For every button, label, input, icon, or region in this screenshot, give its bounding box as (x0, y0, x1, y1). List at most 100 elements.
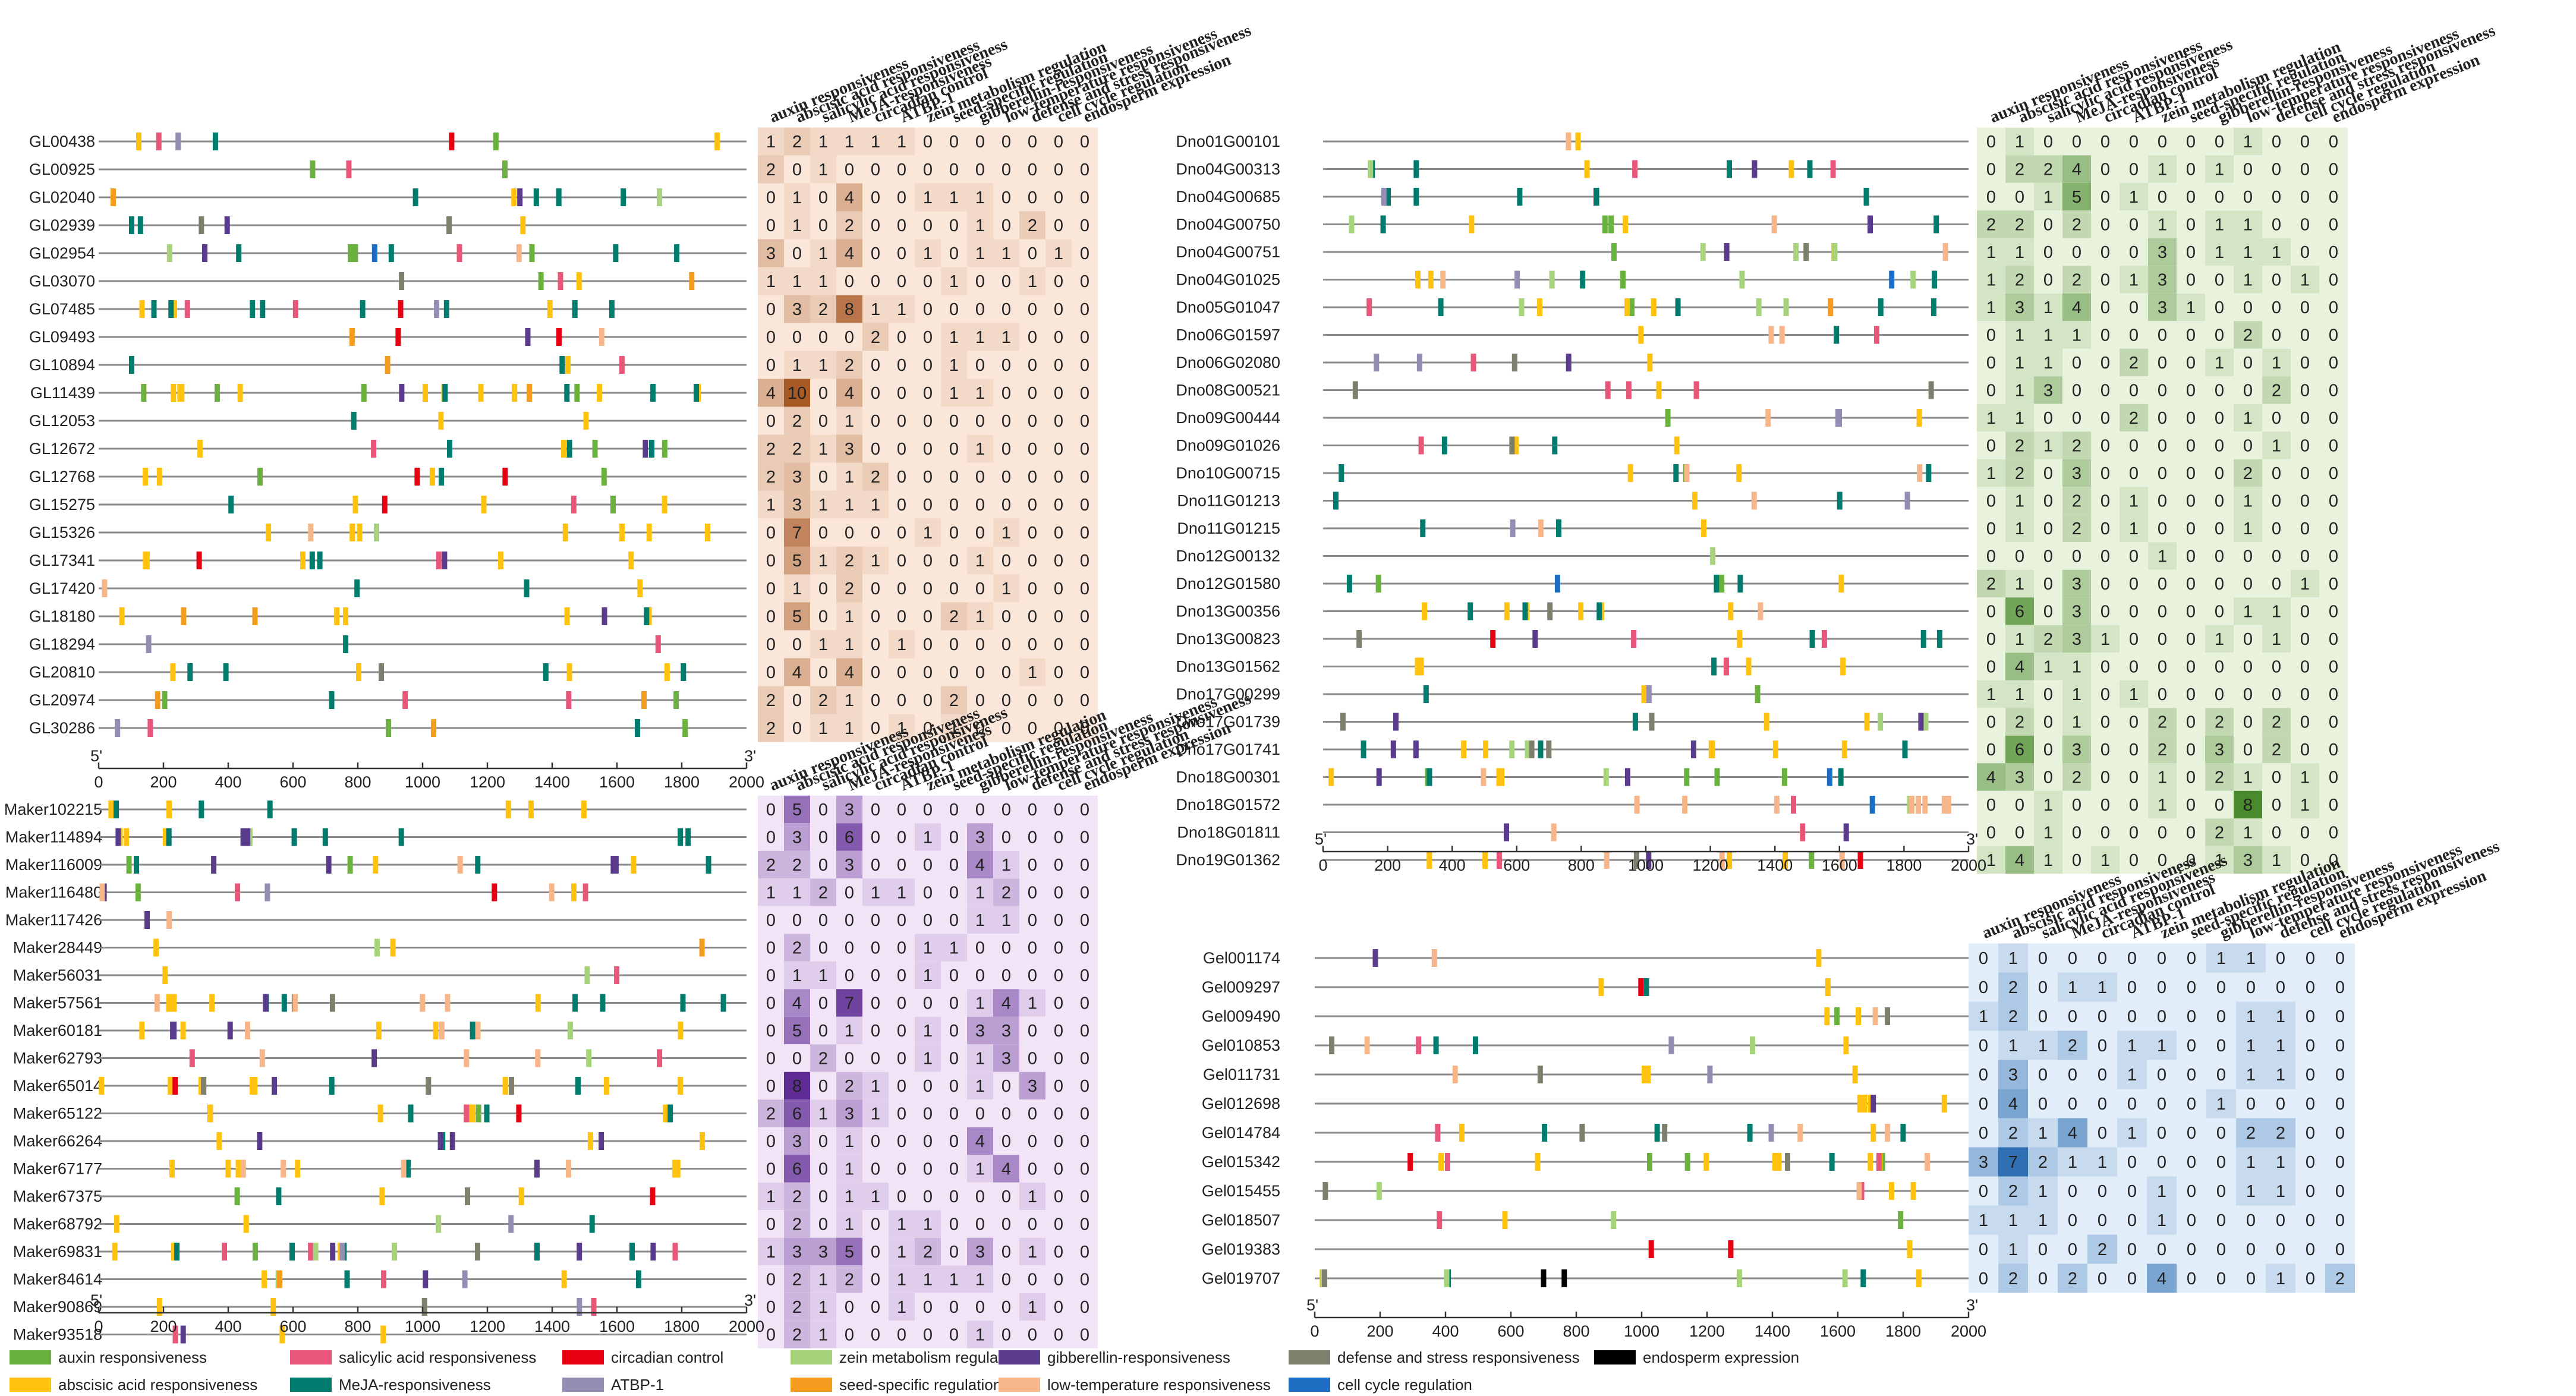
heat-value: 2 (949, 691, 959, 710)
heat-cell (941, 239, 967, 267)
motif-atbp (434, 300, 440, 318)
heat-value: 1 (1028, 1187, 1037, 1206)
heat-value: 1 (2015, 382, 2024, 401)
heat-value: 1 (792, 884, 802, 903)
heat-cell (1019, 323, 1045, 351)
motif-meja (276, 1187, 282, 1205)
heat-value: 0 (2127, 949, 2137, 968)
heat-value: 1 (1986, 685, 1996, 704)
motif-lowtemp (1797, 1124, 1803, 1142)
motif-meja (1596, 602, 1602, 620)
heat-value: 0 (2101, 382, 2110, 401)
gene-name: Dno04G00750 (1176, 216, 1280, 234)
heat-cell (2177, 127, 2205, 156)
heat-value: 0 (2216, 1211, 2226, 1230)
heat-value: 2 (2129, 409, 2139, 428)
heat-cell (941, 155, 967, 184)
motif-salicylic (456, 244, 462, 262)
heat-cell (2205, 321, 2234, 349)
motif-abscisic (119, 607, 125, 625)
motif-lowtemp (1917, 464, 1923, 482)
heat-value: 1 (2243, 133, 2253, 152)
heat-cell (2262, 487, 2291, 515)
heat-cell (836, 183, 862, 212)
heat-cell (836, 850, 862, 879)
heat-value: 1 (818, 244, 828, 263)
motif-defense (509, 1077, 514, 1095)
heat-value: 0 (2243, 575, 2253, 594)
heat-value: 0 (2101, 740, 2110, 760)
heat-cell (967, 934, 993, 962)
heat-cell (2028, 1205, 2058, 1235)
heat-value: 2 (766, 719, 776, 738)
motif-circadian (395, 328, 401, 346)
heat-value: 0 (1054, 440, 1063, 459)
motif-salicylic (1366, 298, 1372, 316)
heat-value: 0 (871, 440, 880, 459)
heat-value: 0 (2101, 547, 2110, 566)
motif-defense (1928, 381, 1934, 399)
heat-value: 0 (1080, 1298, 1089, 1317)
heat-cell (889, 239, 915, 267)
heat-cell (993, 323, 1019, 351)
heat-value: 0 (2101, 658, 2110, 677)
heat-cell (2062, 238, 2091, 266)
heat-value: 4 (845, 663, 854, 682)
motif-lowtemp (475, 1022, 481, 1039)
motif-defense (446, 216, 452, 234)
gene-name: Dno01G00101 (1176, 133, 1280, 150)
heat-value: 1 (871, 1105, 880, 1124)
heat-value: 1 (2038, 1036, 2048, 1055)
heat-cell (2234, 376, 2262, 404)
motif-gibberellin (525, 328, 531, 346)
motif-abscisic (583, 412, 589, 430)
heat-value: 0 (1080, 1160, 1089, 1179)
axis-tick-label: 600 (1497, 1322, 1524, 1340)
heat-cell (758, 1016, 784, 1045)
heat-value: 10 (788, 384, 807, 403)
heat-cell (2087, 1001, 2117, 1031)
heat-value: 0 (1986, 824, 1996, 843)
motif-atbp (1381, 188, 1387, 206)
motif-abscisic (497, 552, 503, 569)
heat-cell (2087, 1118, 2117, 1148)
heat-value: 0 (949, 216, 959, 235)
heat-cell (2206, 1176, 2236, 1206)
axis-tick-label: 1000 (405, 1318, 440, 1335)
motif-atbp (1904, 491, 1910, 510)
heat-cell (2147, 1205, 2177, 1235)
heat-value: 0 (1080, 663, 1089, 682)
heat-value: 0 (845, 884, 854, 903)
heat-cell (2117, 1060, 2147, 1089)
heat-cell (2236, 972, 2266, 1002)
heat-cell (1072, 1210, 1098, 1238)
heat-cell (2062, 431, 2091, 459)
heat-value: 0 (2186, 851, 2196, 870)
heat-cell (915, 295, 941, 323)
motif-gibberellin (1624, 768, 1630, 786)
heat-cell (2206, 1118, 2236, 1148)
heat-value: 3 (845, 440, 854, 459)
motif-abscisic (511, 188, 517, 206)
motif-abscisic (678, 1077, 684, 1095)
motif-meja (1807, 160, 1813, 178)
gene-name: Maker68792 (13, 1215, 102, 1233)
motif-abscisic (1418, 657, 1424, 676)
heat-value: 0 (2329, 713, 2338, 732)
legend-label: defense and stress responsiveness (1337, 1348, 1580, 1366)
heat-cell (915, 630, 941, 658)
heat-cell (2262, 790, 2291, 819)
heat-value: 1 (2072, 713, 2081, 732)
motif-abscisic (112, 1243, 118, 1261)
heat-cell (836, 989, 862, 1017)
heat-value: 0 (923, 1326, 933, 1345)
heat-value: 0 (818, 412, 828, 431)
heat-cell (836, 462, 862, 491)
heat-cell (2062, 155, 2091, 183)
heat-cell (2034, 597, 2062, 625)
heat-value: 0 (2216, 1240, 2226, 1259)
heat-value: 0 (2098, 1182, 2107, 1201)
motif-lowtemp (599, 328, 604, 346)
heat-value: 0 (2186, 464, 2196, 483)
